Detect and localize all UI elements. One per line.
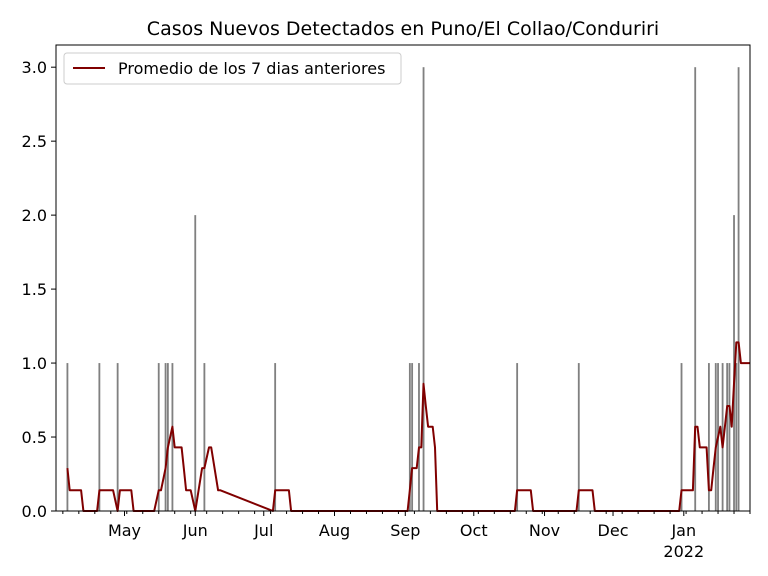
y-tick-label: 2.5 bbox=[22, 132, 47, 151]
bar bbox=[714, 363, 717, 511]
line-series-path bbox=[66, 341, 750, 512]
bar bbox=[721, 363, 724, 511]
bar bbox=[737, 67, 740, 511]
bar bbox=[98, 363, 101, 511]
bar bbox=[577, 363, 580, 511]
x-tick-label: Sep bbox=[390, 521, 420, 540]
legend-box bbox=[63, 52, 402, 85]
bar bbox=[274, 363, 277, 511]
bar bbox=[411, 363, 414, 511]
y-tick-label: 0.5 bbox=[22, 428, 47, 447]
bar bbox=[726, 363, 729, 511]
x-tick-label: May bbox=[108, 521, 141, 540]
bar bbox=[728, 363, 731, 511]
bar bbox=[164, 363, 167, 511]
plot-frame bbox=[55, 44, 751, 512]
bar bbox=[733, 215, 735, 511]
x-tick-label: Jul bbox=[253, 521, 273, 540]
y-tick-label: 2.0 bbox=[22, 206, 47, 225]
bar bbox=[203, 363, 206, 511]
bar bbox=[116, 363, 119, 511]
bar bbox=[157, 363, 160, 511]
bar bbox=[66, 363, 69, 511]
y-axis: 0.0 0.5 1.0 1.5 2.0 2.5 3.0 bbox=[22, 58, 56, 521]
x-tick-label: Aug bbox=[319, 521, 350, 540]
x-tick-sublabel: 2022 bbox=[663, 542, 704, 561]
x-tick-label: Jan bbox=[670, 521, 696, 540]
chart-title: Casos Nuevos Detectados en Puno/El Colla… bbox=[147, 18, 659, 40]
y-tick-label: 3.0 bbox=[22, 58, 47, 77]
bar-series bbox=[66, 67, 740, 511]
x-tick-label: Jun bbox=[182, 521, 208, 540]
bar bbox=[516, 363, 519, 511]
bar bbox=[694, 67, 697, 511]
bar bbox=[707, 363, 710, 511]
bar bbox=[422, 67, 425, 511]
y-tick-label: 0.0 bbox=[22, 502, 47, 521]
bar bbox=[166, 363, 169, 511]
bar bbox=[418, 363, 420, 511]
x-tick-label: Nov bbox=[529, 521, 560, 540]
y-tick-label: 1.5 bbox=[22, 280, 47, 299]
x-tick-label: Oct bbox=[460, 521, 488, 540]
bar bbox=[680, 363, 683, 511]
bar bbox=[194, 215, 197, 511]
bar bbox=[171, 363, 174, 511]
bar bbox=[735, 363, 738, 511]
legend: Promedio de los 7 dias anteriores bbox=[63, 52, 402, 85]
x-tick-label: Dec bbox=[598, 521, 629, 540]
line-series bbox=[66, 341, 750, 512]
x-axis: May Jun Jul Aug Sep Oct Nov Dec Jan 2022 bbox=[62, 511, 751, 561]
bar bbox=[408, 363, 411, 511]
legend-label: Promedio de los 7 dias anteriores bbox=[118, 59, 385, 78]
y-tick-label: 1.0 bbox=[22, 354, 47, 373]
